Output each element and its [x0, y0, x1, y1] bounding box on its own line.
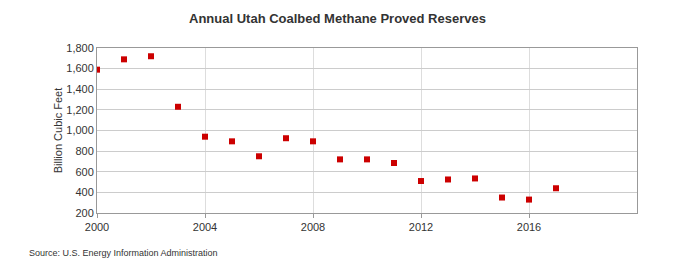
svg-text:600: 600 — [75, 166, 93, 178]
svg-text:2008: 2008 — [301, 221, 325, 233]
svg-text:Billion Cubic Feet: Billion Cubic Feet — [52, 88, 64, 174]
svg-text:200: 200 — [75, 207, 93, 219]
svg-text:800: 800 — [75, 145, 93, 157]
svg-text:Source: U.S. Energy Informatio: Source: U.S. Energy Information Administ… — [29, 248, 218, 258]
svg-text:1,200: 1,200 — [66, 104, 94, 116]
svg-text:2012: 2012 — [409, 221, 433, 233]
svg-text:2016: 2016 — [517, 221, 541, 233]
svg-text:2004: 2004 — [193, 221, 217, 233]
svg-text:1,800: 1,800 — [66, 42, 94, 54]
svg-text:2000: 2000 — [85, 221, 109, 233]
svg-text:1,000: 1,000 — [66, 124, 94, 136]
svg-text:1,600: 1,600 — [66, 62, 94, 74]
svg-text:Annual Utah Coalbed Methane Pr: Annual Utah Coalbed Methane Proved Reser… — [189, 11, 486, 26]
svg-text:1,400: 1,400 — [66, 83, 94, 95]
svg-text:400: 400 — [75, 186, 93, 198]
